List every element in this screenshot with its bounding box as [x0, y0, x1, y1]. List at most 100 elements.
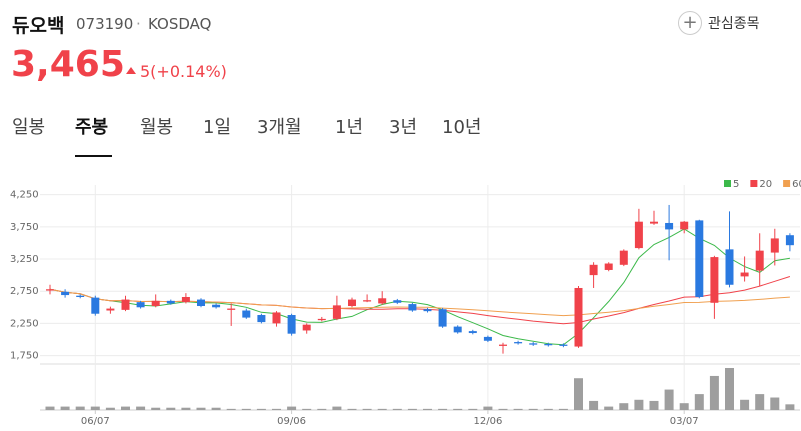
volume-bar	[241, 408, 251, 410]
tab[interactable]: 주봉	[75, 117, 109, 138]
candle-body	[242, 310, 251, 318]
volume-bar	[151, 407, 161, 410]
candle-body	[695, 220, 704, 297]
volume-bar	[347, 408, 357, 410]
watch-button[interactable]: + 관심종목	[678, 10, 760, 36]
volume-bar	[272, 408, 281, 410]
candle-body	[710, 257, 719, 303]
tab[interactable]: 일봉	[12, 117, 46, 138]
legend-label: 20	[759, 179, 772, 190]
candle-body	[634, 221, 643, 249]
candle-body	[363, 300, 372, 302]
volume-bar	[136, 406, 146, 410]
watch-label: 관심종목	[708, 16, 760, 32]
volume-bar	[483, 406, 493, 410]
candle-body	[136, 302, 145, 308]
y-tick-label: 3,750	[10, 222, 39, 233]
candle-body	[529, 343, 538, 345]
moving-average-line	[49, 276, 791, 325]
candle-body	[227, 308, 236, 310]
volume-bar	[181, 407, 191, 410]
volume-bar	[196, 407, 206, 410]
volume-bar	[392, 408, 402, 410]
candle-body	[468, 331, 477, 334]
candle-body	[559, 344, 568, 346]
y-tick-label: 2,750	[10, 286, 39, 297]
x-tick-label: 12/06	[473, 416, 502, 427]
candle-body	[423, 309, 432, 312]
volume-bar	[679, 403, 689, 410]
plus-icon: +	[678, 11, 702, 35]
market: KOSDAQ	[148, 15, 212, 33]
volume-bar	[664, 389, 674, 410]
volume-bar	[332, 406, 342, 410]
volume-bar	[649, 400, 659, 410]
candle-body	[740, 272, 749, 277]
volume-bar	[105, 407, 115, 410]
tab[interactable]: 1년	[335, 117, 364, 138]
candle-body	[151, 300, 160, 307]
separator: ·	[136, 15, 141, 33]
candle-body	[212, 304, 221, 308]
tab[interactable]: 3년	[389, 117, 418, 138]
volume-bar	[785, 404, 795, 410]
candle-body	[665, 222, 674, 230]
volume-bar	[468, 408, 478, 410]
volume-bar	[423, 408, 432, 410]
volume-bar	[211, 407, 221, 410]
candle-body	[197, 299, 205, 307]
candle-body	[544, 343, 553, 346]
candle-body	[378, 298, 387, 304]
y-tick-label: 1,750	[10, 351, 39, 362]
volume-bar	[513, 408, 523, 410]
legend-label: 60	[792, 179, 801, 190]
volume-bar	[770, 397, 780, 410]
candle-body	[181, 296, 190, 303]
legend-label: 5	[733, 179, 739, 190]
y-tick-label: 3,250	[10, 254, 39, 265]
candle-body	[91, 297, 100, 314]
moving-average-line	[49, 288, 790, 317]
tab[interactable]: 3개월	[257, 117, 302, 138]
candle-body	[393, 300, 402, 303]
candle-body	[770, 238, 779, 253]
volume-bar	[755, 394, 765, 410]
candle-body	[483, 336, 492, 341]
candle-body	[166, 300, 175, 304]
volume-bar	[226, 408, 236, 410]
volume-bar	[709, 375, 719, 410]
candle-body	[619, 250, 628, 265]
candle-body	[272, 312, 281, 324]
candle-body	[287, 315, 296, 334]
volume-bar	[287, 406, 297, 410]
volume-bar	[740, 399, 750, 410]
volume-bar	[60, 406, 70, 410]
candle-body	[76, 295, 85, 297]
tab[interactable]: 1일	[203, 117, 232, 138]
candle-body	[106, 308, 115, 311]
candle-body	[61, 291, 70, 296]
candle-body	[348, 299, 356, 307]
tab-underline	[75, 155, 112, 157]
candle-body	[408, 304, 417, 311]
candle-body	[785, 235, 794, 246]
candle-body	[438, 309, 447, 327]
candle-body	[589, 264, 598, 276]
legend-swatch	[750, 180, 758, 187]
tab[interactable]: 월봉	[140, 117, 174, 138]
volume-bar	[725, 368, 734, 410]
legend-swatch	[783, 180, 791, 187]
volume-bar	[377, 408, 387, 410]
candle-body	[514, 342, 523, 344]
volume-bar	[256, 408, 266, 410]
candle-body	[332, 305, 341, 319]
volume-bar	[574, 378, 583, 410]
price: 3,465	[11, 44, 125, 85]
x-tick-label: 03/07	[670, 416, 699, 427]
tab[interactable]: 10년	[442, 117, 482, 138]
y-tick-label: 4,250	[10, 190, 39, 201]
stock-code: 073190	[76, 15, 134, 33]
volume-bar	[302, 408, 312, 410]
